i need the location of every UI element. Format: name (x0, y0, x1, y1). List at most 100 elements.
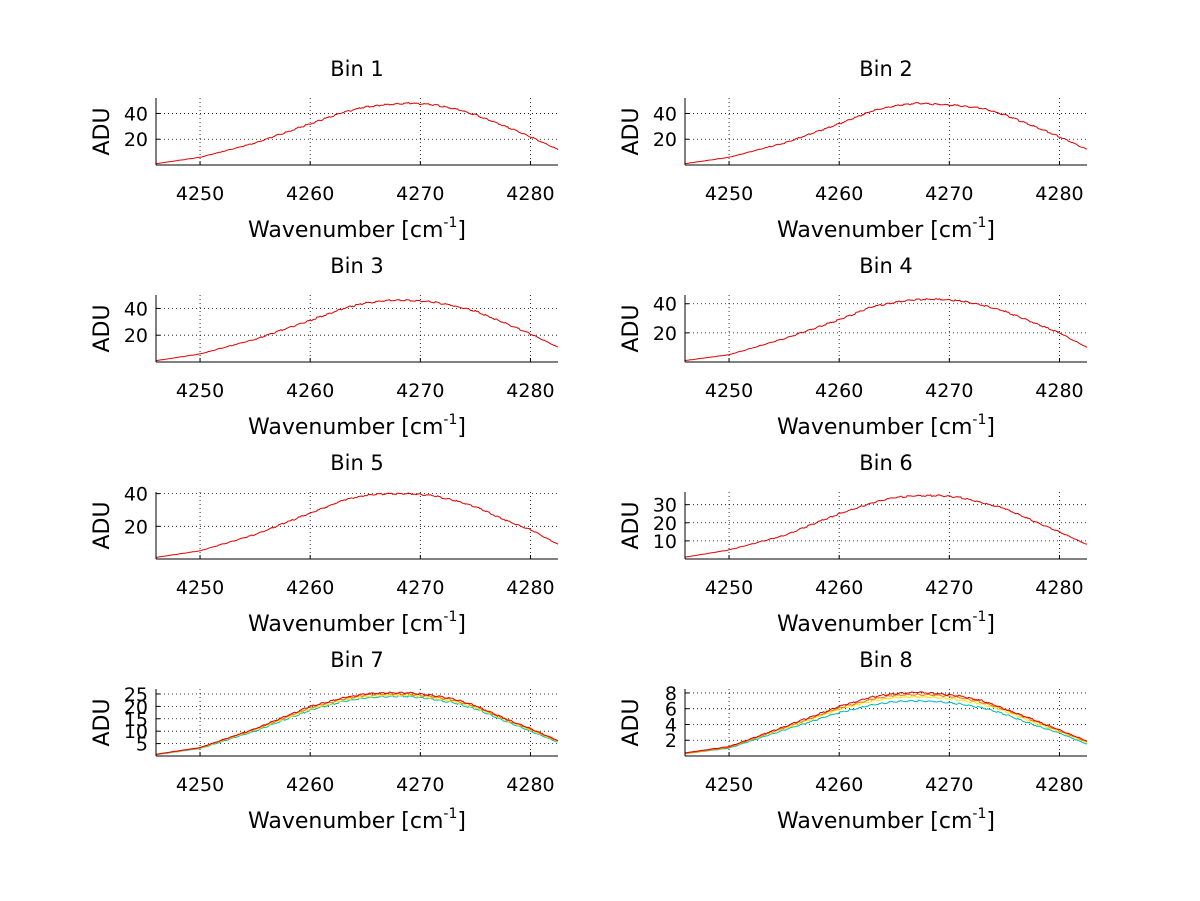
x-axis-label-main: Wavenumber [cm (777, 612, 972, 637)
x-axis-label: Wavenumber [cm-1] (248, 412, 466, 440)
subplot-bin-1: 4250 4260 4270 4280 20 40 Bin 1 ADU Wavenumber [… (90, 57, 559, 243)
x-axis-label-close: ] (986, 809, 995, 834)
x-axis-label-superscript: -1 (443, 609, 457, 625)
x-axis-label-main: Wavenumber [cm (248, 415, 443, 440)
x-axis-label: Wavenumber [cm-1] (248, 609, 466, 637)
x-tick-label: 4250 (176, 183, 224, 205)
x-axis-label: Wavenumber [cm-1] (248, 806, 466, 834)
subplot-bin-4: 4250 4260 4270 4280 20 40 Bin 4 ADU Wavenumber [… (619, 254, 1088, 440)
subplot-title: Bin 8 (859, 648, 913, 672)
y-axis-label: ADU (619, 698, 644, 746)
x-axis-label-superscript: -1 (972, 806, 986, 822)
y-tick-label: 6 (665, 699, 677, 721)
y-tick-label: 5 (136, 734, 148, 756)
x-tick-label: 4280 (506, 183, 554, 205)
x-tick-label: 4270 (925, 380, 973, 402)
x-tick-label: 4270 (396, 774, 444, 796)
spectrum-line (155, 695, 559, 756)
x-axis-label: Wavenumber [cm-1] (777, 215, 995, 243)
subplot-title: Bin 3 (330, 254, 384, 278)
x-axis-label-close: ] (986, 612, 995, 637)
y-tick-label: 2 (665, 730, 677, 752)
y-tick-label: 10 (124, 721, 148, 743)
y-tick-label: 40 (653, 103, 677, 125)
spectrum-line (684, 693, 1088, 755)
y-tick-label: 20 (124, 129, 148, 151)
x-tick-label: 4280 (506, 774, 554, 796)
subplot-title: Bin 5 (330, 451, 384, 475)
x-axis-label-main: Wavenumber [cm (777, 415, 972, 440)
x-axis-label-main: Wavenumber [cm (248, 218, 443, 243)
x-tick-label: 4260 (286, 380, 334, 402)
x-tick-label: 4260 (815, 774, 863, 796)
y-tick-label: 40 (124, 103, 148, 125)
x-tick-label: 4250 (176, 380, 224, 402)
x-axis-label-superscript: -1 (972, 215, 986, 231)
x-axis-label-superscript: -1 (443, 806, 457, 822)
y-tick-label: 20 (124, 696, 148, 718)
y-tick-label: 40 (653, 294, 677, 316)
x-axis-label-main: Wavenumber [cm (777, 809, 972, 834)
x-tick-label: 4270 (396, 183, 444, 205)
x-axis-label-close: ] (457, 612, 466, 637)
x-axis-label-close: ] (986, 218, 995, 243)
y-axis-label: ADU (619, 107, 644, 155)
x-axis-label: Wavenumber [cm-1] (777, 609, 995, 637)
subplot-bin-5: 4250 4260 4270 4280 20 40 Bin 5 ADU Wavenumber [… (90, 451, 559, 637)
x-tick-label: 4280 (506, 577, 554, 599)
x-axis-label-superscript: -1 (443, 412, 457, 428)
x-axis-label-close: ] (457, 218, 466, 243)
spectrum-line (155, 299, 559, 362)
spectrum-line (155, 492, 559, 558)
x-tick-label: 4260 (815, 380, 863, 402)
y-tick-label: 20 (653, 323, 677, 345)
x-tick-label: 4270 (396, 577, 444, 599)
x-tick-label: 4260 (286, 183, 334, 205)
x-tick-label: 4280 (1035, 183, 1083, 205)
x-tick-label: 4250 (705, 577, 753, 599)
y-tick-label: 4 (665, 714, 677, 736)
y-axis-label: ADU (619, 304, 644, 352)
spectrum-line (684, 494, 1088, 558)
y-tick-label: 15 (124, 709, 148, 731)
y-tick-label: 40 (124, 484, 148, 506)
spectrum-line (684, 101, 1088, 165)
spectrum-line (684, 695, 1088, 755)
y-tick-label: 20 (653, 513, 677, 535)
x-tick-label: 4260 (286, 577, 334, 599)
x-axis-label-close: ] (457, 809, 466, 834)
x-axis-label: Wavenumber [cm-1] (248, 215, 466, 243)
x-tick-label: 4270 (925, 577, 973, 599)
x-axis-label-main: Wavenumber [cm (777, 218, 972, 243)
x-tick-label: 4250 (705, 183, 753, 205)
x-tick-label: 4280 (1035, 380, 1083, 402)
x-tick-label: 4280 (1035, 774, 1083, 796)
x-tick-label: 4270 (925, 774, 973, 796)
y-tick-label: 10 (653, 531, 677, 553)
x-axis-label: Wavenumber [cm-1] (777, 806, 995, 834)
subplot-title: Bin 7 (330, 648, 384, 672)
x-tick-label: 4280 (1035, 577, 1083, 599)
subplot-title: Bin 2 (859, 57, 913, 81)
y-axis-label: ADU (90, 698, 115, 746)
y-axis-label: ADU (90, 501, 115, 549)
y-tick-label: 40 (124, 298, 148, 320)
y-tick-label: 8 (665, 683, 677, 705)
spectrum-line (684, 298, 1088, 362)
subplot-title: Bin 4 (859, 254, 913, 278)
y-tick-label: 20 (653, 129, 677, 151)
x-axis-label-superscript: -1 (972, 609, 986, 625)
x-tick-label: 4280 (506, 380, 554, 402)
spectrum-line (155, 692, 559, 755)
x-tick-label: 4260 (286, 774, 334, 796)
x-axis-label-close: ] (457, 415, 466, 440)
y-tick-label: 25 (124, 684, 148, 706)
x-axis-label-main: Wavenumber [cm (248, 612, 443, 637)
x-axis-label-superscript: -1 (972, 412, 986, 428)
subplot-title: Bin 1 (330, 57, 384, 81)
x-tick-label: 4250 (176, 774, 224, 796)
spectrum-line (155, 101, 559, 165)
